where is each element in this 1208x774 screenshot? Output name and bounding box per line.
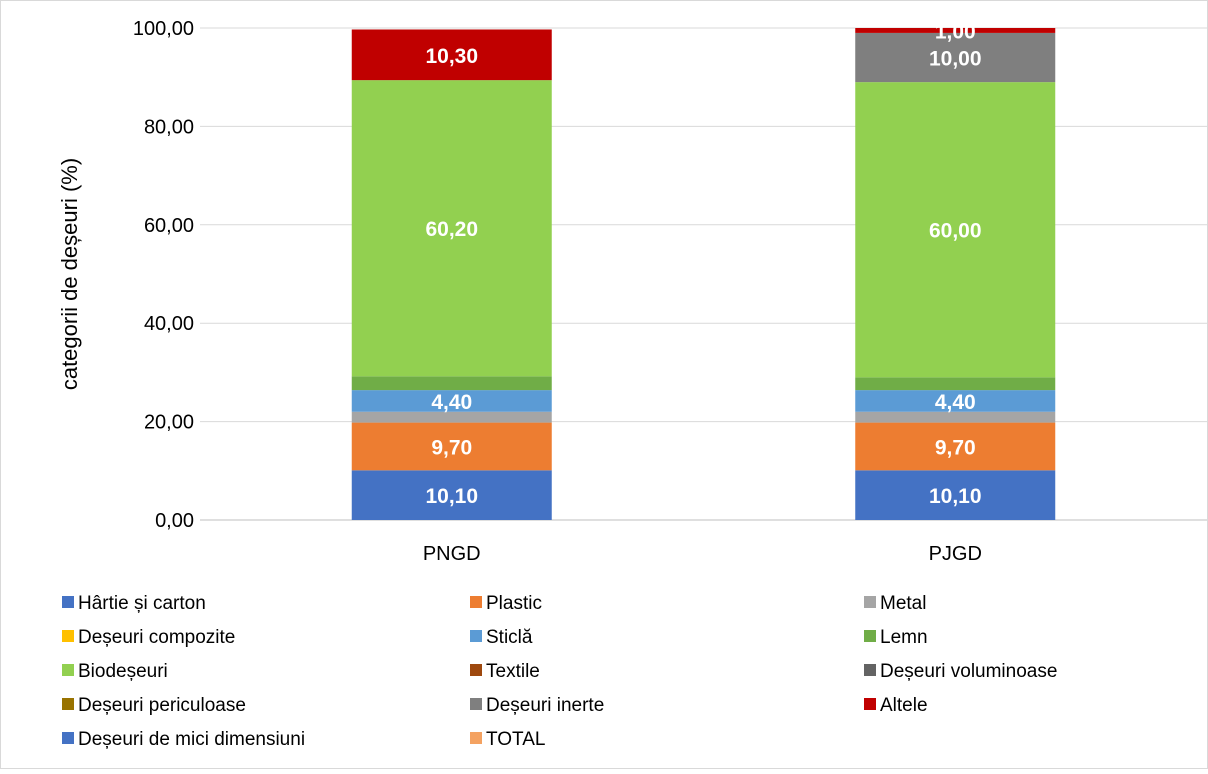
data-label: 9,70: [935, 436, 976, 459]
legend-label: Sticlă: [486, 627, 533, 648]
data-label: 10,30: [425, 45, 478, 68]
data-label: 1,00: [935, 20, 976, 43]
bar-segment: [855, 422, 1056, 471]
legend-item: Hârtie și carton: [62, 593, 206, 614]
bar-segment: [351, 390, 552, 412]
data-label: 10,10: [425, 485, 478, 508]
legend-label: Deșeuri voluminoase: [880, 661, 1057, 682]
legend-item: Metal: [864, 593, 926, 614]
legend-item: Deșeuri de mici dimensiuni: [62, 729, 305, 750]
bar-segment: [351, 376, 552, 391]
legend-label: Deșeuri de mici dimensiuni: [78, 729, 305, 750]
legend-label: Altele: [880, 695, 928, 716]
x-category-label: PNGD: [423, 543, 481, 565]
legend-swatch: [62, 630, 74, 642]
y-tick-label: 20,00: [144, 412, 194, 434]
bar-segment: [855, 82, 1056, 378]
legend-swatch: [864, 630, 876, 642]
bars: [351, 28, 1056, 520]
bar-segment: [855, 470, 1056, 520]
y-axis-label: categorii de deșeuri (%): [57, 158, 82, 390]
legend-label: TOTAL: [486, 729, 545, 750]
legend-swatch: [470, 732, 482, 744]
legend-label: Biodeșeuri: [78, 661, 168, 682]
data-label: 9,70: [431, 436, 472, 459]
grid-lines: [200, 27, 1207, 521]
legend-label: Metal: [880, 593, 926, 614]
data-label: 4,40: [935, 391, 976, 414]
bar-segment: [351, 80, 552, 377]
legend-item: Textile: [470, 661, 540, 682]
data-label: 4,40: [431, 391, 472, 414]
legend-item: Sticlă: [470, 627, 533, 648]
data-label: 10,00: [929, 48, 982, 71]
y-axis-ticks: 0,00 20,00 40,00 60,00 80,00 100,00: [133, 18, 194, 532]
data-label: 60,20: [425, 218, 478, 241]
legend-label: Plastic: [486, 593, 542, 614]
legend-item: Lemn: [864, 627, 928, 648]
legend: Hârtie și carton Plastic Metal Deșeuri comp…: [62, 593, 1057, 750]
bar-segment: [351, 411, 552, 423]
legend-swatch: [470, 664, 482, 676]
legend-item: Deșeuri periculoase: [62, 695, 246, 716]
legend-label: Deșeuri compozite: [78, 627, 235, 648]
legend-swatch: [864, 664, 876, 676]
legend-item: Biodeșeuri: [62, 661, 168, 682]
bar-segment: [855, 390, 1056, 412]
legend-swatch: [62, 664, 74, 676]
legend-swatch: [864, 698, 876, 710]
legend-item: Deșeuri compozite: [62, 627, 235, 648]
legend-swatch: [62, 732, 74, 744]
y-tick-label: 100,00: [133, 18, 194, 40]
bar-segment: [855, 32, 1056, 83]
legend-label: Deșeuri periculoase: [78, 695, 246, 716]
y-tick-label: 60,00: [144, 215, 194, 237]
legend-swatch: [62, 698, 74, 710]
bar-segment: [855, 28, 1056, 33]
legend-item: Deșeuri inerte: [470, 695, 604, 716]
legend-label: Hârtie și carton: [78, 593, 206, 614]
legend-item: TOTAL: [470, 729, 545, 750]
legend-swatch: [864, 596, 876, 608]
legend-label: Deșeuri inerte: [486, 695, 604, 716]
data-label: 60,00: [929, 220, 982, 243]
bar-segment: [351, 422, 552, 471]
legend-item: Deșeuri voluminoase: [864, 661, 1057, 682]
legend-item: Plastic: [470, 593, 542, 614]
data-labels: 10,10 9,70 4,40 60,20 10,30 10,10 9,70 4,40 60,0…: [425, 20, 981, 508]
data-label: 10,10: [929, 485, 982, 508]
bar-segment: [855, 377, 1056, 391]
legend-swatch: [470, 698, 482, 710]
legend-label: Lemn: [880, 627, 928, 648]
x-axis-categories: PNGD PJGD: [423, 543, 982, 565]
bar-segment: [351, 470, 552, 520]
legend-item: Altele: [864, 695, 928, 716]
legend-swatch: [470, 596, 482, 608]
legend-label: Textile: [486, 661, 540, 682]
bar-segment: [351, 29, 552, 81]
y-tick-label: 40,00: [144, 313, 194, 335]
y-tick-label: 80,00: [144, 116, 194, 138]
x-category-label: PJGD: [929, 543, 982, 565]
y-tick-label: 0,00: [155, 510, 194, 532]
bar-segment: [855, 411, 1056, 423]
legend-swatch: [470, 630, 482, 642]
legend-swatch: [62, 596, 74, 608]
